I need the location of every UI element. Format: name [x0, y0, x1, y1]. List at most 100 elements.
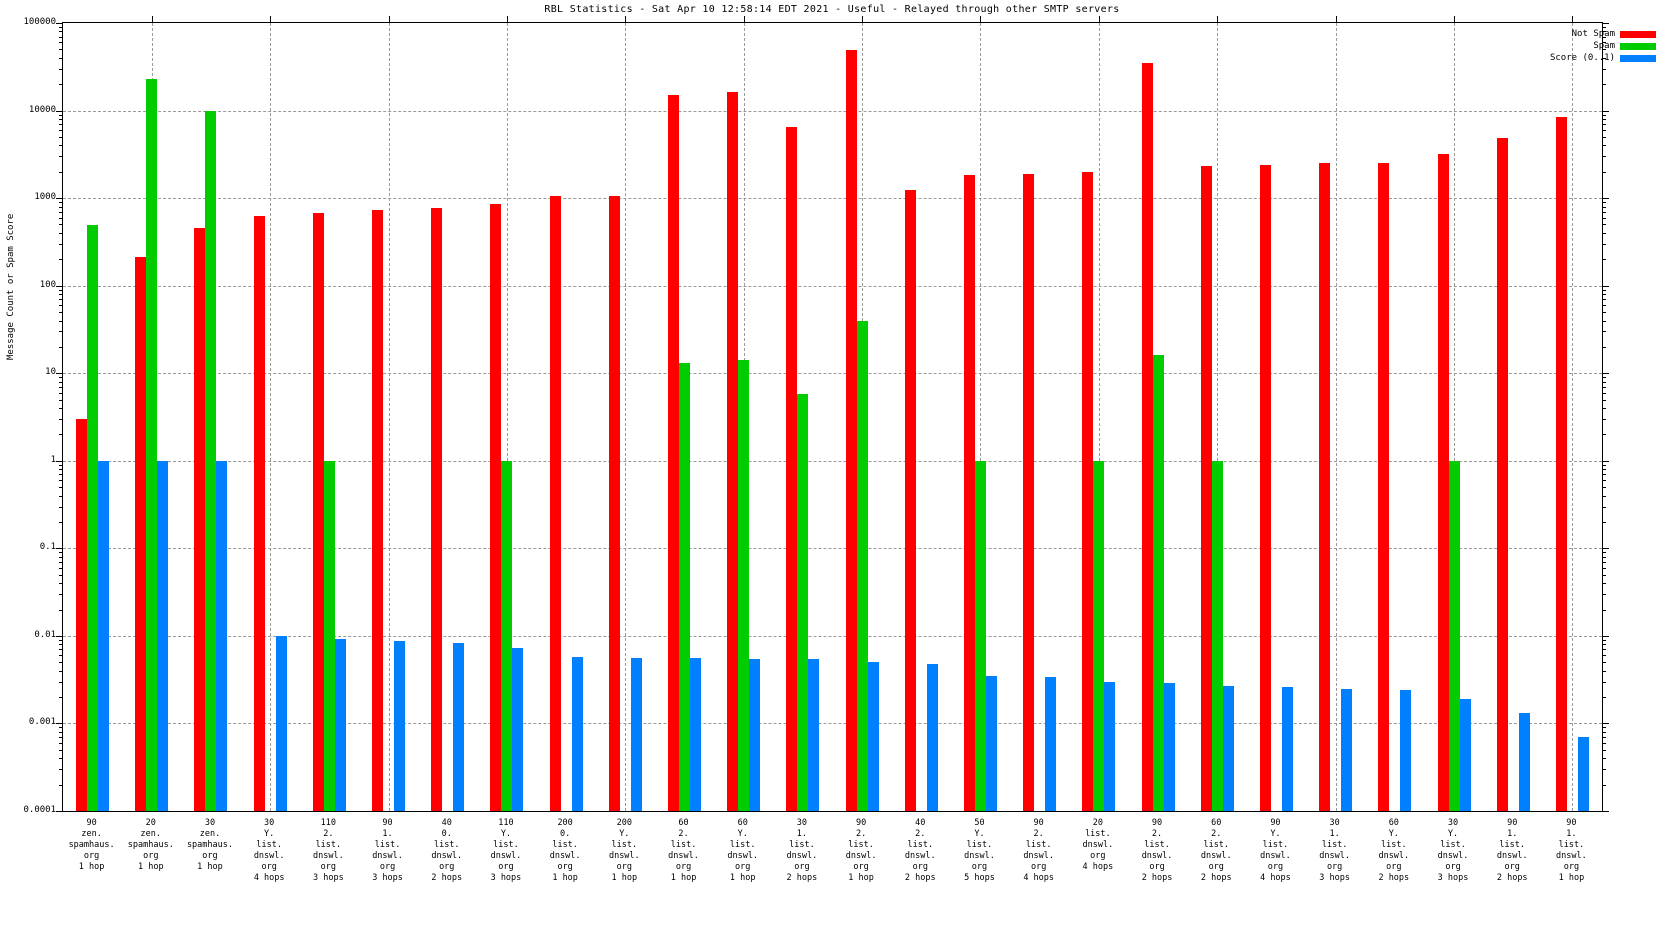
y-axis-minor-tick [59, 644, 63, 646]
y-axis-minor-tick [1602, 259, 1606, 261]
y-axis-minor-tick [59, 408, 63, 410]
y-axis-minor-tick [59, 124, 63, 126]
y-axis-minor-tick [1602, 769, 1606, 771]
legend-swatch-not-spam [1620, 30, 1656, 38]
bar-not-spam [1319, 163, 1331, 811]
bar-spam [797, 393, 809, 811]
y-axis-minor-tick [1602, 156, 1606, 158]
y-axis-minor-tick [59, 399, 63, 401]
x-axis-tick-label: 50 Y. list. dnswl. org 5 hops [964, 818, 995, 883]
y-axis-minor-tick [59, 749, 63, 751]
y-axis-minor-tick [59, 259, 63, 261]
y-axis-minor-tick [1602, 474, 1606, 476]
bar-score [749, 658, 761, 811]
x-axis-tick [1572, 16, 1574, 23]
gridline-horizontal [63, 285, 1602, 287]
y-axis-tick [56, 635, 63, 637]
y-axis-minor-tick [1602, 583, 1606, 585]
y-axis-minor-tick [59, 217, 63, 219]
bar-not-spam [1437, 153, 1449, 811]
bar-not-spam [490, 204, 502, 811]
y-axis-tick [56, 723, 63, 725]
x-axis-tick-label: 60 Y. list. dnswl. org 2 hops [1378, 818, 1410, 883]
x-axis-tick [980, 16, 982, 23]
legend-item-not-spam: Not Spam [1506, 28, 1656, 40]
y-axis-minor-tick [1602, 644, 1606, 646]
bar-score [1281, 687, 1293, 811]
y-axis-minor-tick [59, 474, 63, 476]
y-axis-minor-tick [59, 758, 63, 760]
y-axis-tick [56, 811, 63, 812]
y-axis-minor-tick [59, 27, 63, 28]
y-axis-minor-tick [59, 731, 63, 733]
bar-not-spam [372, 210, 384, 811]
y-axis-minor-tick [1602, 320, 1606, 322]
y-axis-minor-tick [59, 506, 63, 508]
legend-label-not-spam: Not Spam [1571, 29, 1615, 39]
y-axis-minor-tick [1602, 731, 1606, 733]
y-axis-minor-tick [59, 156, 63, 158]
y-axis-minor-tick [1602, 784, 1606, 786]
y-axis-tick [1602, 285, 1609, 287]
y-axis-minor-tick [59, 211, 63, 213]
y-axis-minor-tick [1602, 294, 1606, 296]
y-axis-minor-tick [59, 670, 63, 672]
y-axis-minor-tick [1602, 381, 1606, 383]
y-axis-minor-tick [1602, 42, 1606, 44]
y-axis-minor-tick [1602, 419, 1606, 420]
bar-score [926, 663, 938, 811]
bar-not-spam [845, 50, 857, 811]
y-axis-tick [1602, 198, 1609, 200]
y-axis-minor-tick [1602, 521, 1606, 523]
y-axis-minor-tick [59, 206, 63, 208]
y-axis-minor-tick [59, 114, 63, 116]
y-axis-minor-tick [1602, 697, 1606, 699]
y-axis-tick [56, 460, 63, 462]
bar-score [1341, 688, 1353, 811]
bar-score [1163, 682, 1175, 811]
y-axis-minor-tick [59, 224, 63, 226]
y-axis-minor-tick [1602, 594, 1606, 596]
y-axis-minor-tick [59, 42, 63, 44]
bar-not-spam [1496, 138, 1508, 811]
y-axis-minor-tick [1602, 27, 1606, 28]
y-axis-tick-label: 1 [50, 454, 56, 465]
y-axis-minor-tick [1602, 639, 1606, 641]
bar-score [1577, 737, 1589, 811]
y-axis-minor-tick [59, 556, 63, 558]
y-axis-tick [1602, 723, 1609, 725]
x-axis-tick-label: 90 2. list. dnswl. org 2 hops [1141, 818, 1173, 883]
legend-label-spam: Spam [1593, 41, 1615, 51]
y-axis-minor-tick [59, 392, 63, 394]
bar-spam [974, 460, 986, 811]
bar-spam [738, 360, 750, 811]
y-axis-minor-tick [59, 119, 63, 121]
y-axis-minor-tick [59, 662, 63, 664]
y-axis-minor-tick [59, 243, 63, 245]
x-axis-tick-label: 90 zen. spamhaus. org 1 hop [68, 818, 115, 872]
bar-not-spam [1378, 162, 1390, 811]
y-axis-tick-label: 100 [39, 279, 56, 290]
y-axis-minor-tick [1602, 232, 1606, 234]
y-axis-minor-tick [1602, 408, 1606, 410]
y-axis-minor-tick [59, 681, 63, 683]
x-axis-tick-label: 90 2. list. dnswl. org 4 hops [1023, 818, 1055, 883]
x-axis-tick [388, 16, 390, 23]
y-axis-minor-tick [59, 464, 63, 466]
gridline-vertical [980, 23, 982, 811]
y-axis-minor-tick [1602, 495, 1606, 497]
y-axis-minor-tick [59, 84, 63, 86]
x-axis-tick-label: 20 list. dnswl. org 4 hops [1082, 818, 1114, 872]
bar-score [394, 641, 406, 811]
legend-swatch-spam [1620, 42, 1656, 50]
y-axis-tick [56, 110, 63, 112]
y-axis-minor-tick [59, 419, 63, 420]
x-axis-tick [151, 16, 153, 23]
y-axis-minor-tick [1602, 556, 1606, 558]
x-axis-tick-label: 110 Y. list. dnswl. org 3 hops [490, 818, 522, 883]
y-axis-minor-tick [59, 346, 63, 348]
y-axis-minor-tick [1602, 114, 1606, 116]
bar-spam [856, 321, 868, 811]
y-axis-minor-tick [1602, 464, 1606, 466]
y-axis-tick [1602, 635, 1609, 637]
